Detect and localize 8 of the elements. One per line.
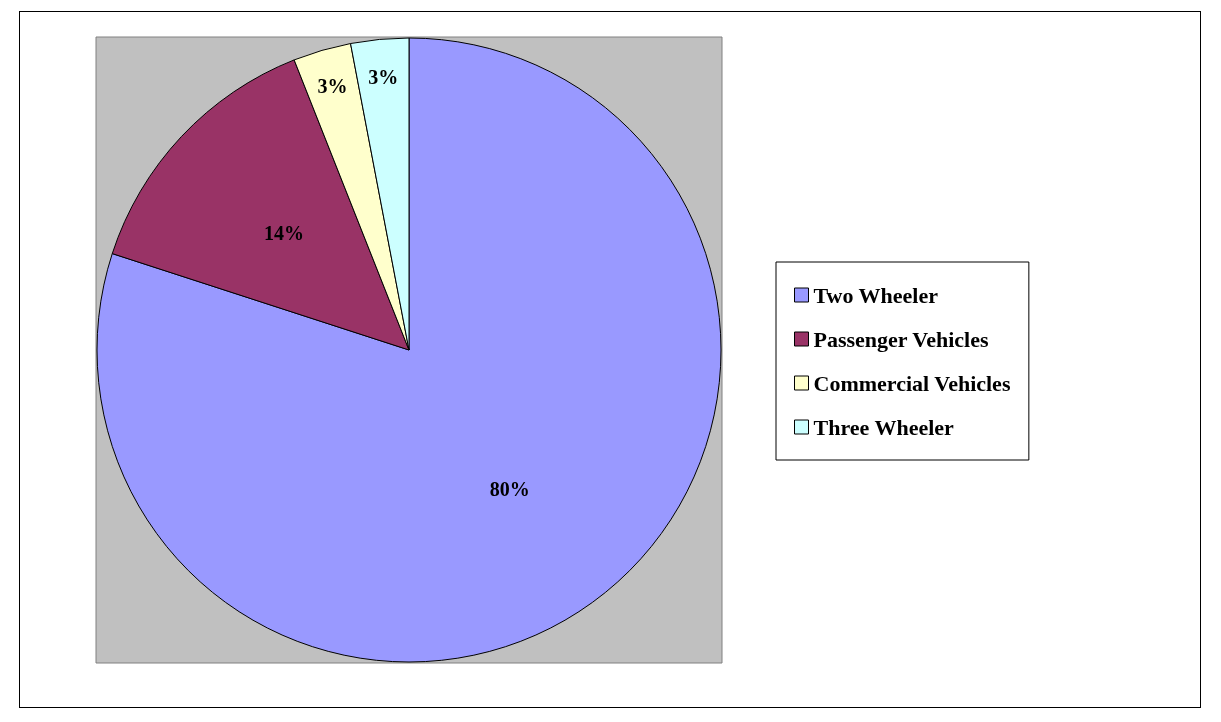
data-label: 3%: [317, 75, 348, 98]
data-label: 80%: [489, 477, 530, 500]
legend-label: Commercial Vehicles: [813, 370, 1011, 396]
data-label: 14%: [263, 221, 304, 244]
legend-label: Two Wheeler: [813, 282, 939, 308]
data-label: 3%: [368, 65, 399, 88]
legend-label: Three Wheeler: [813, 414, 955, 440]
legend-label: Passenger Vehicles: [813, 326, 989, 352]
